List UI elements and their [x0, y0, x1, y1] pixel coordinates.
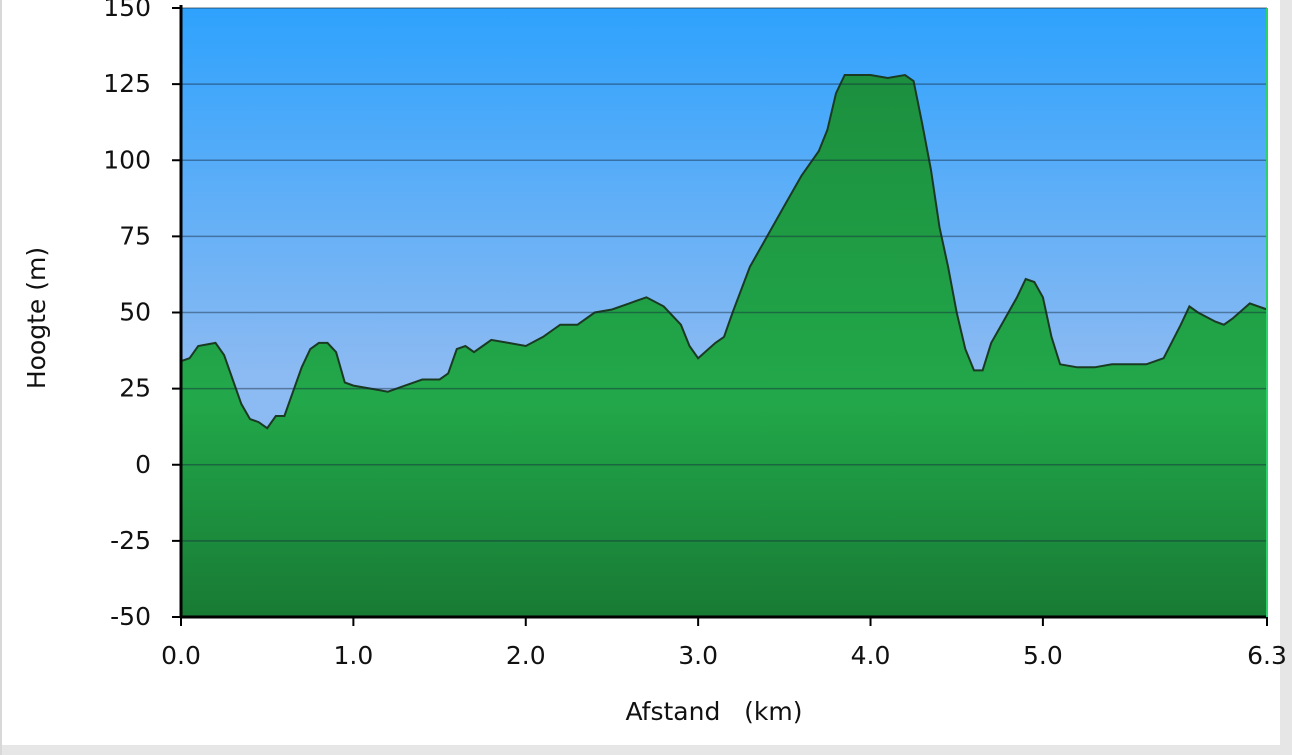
y-axis-label: Hoogte (m) [22, 247, 51, 389]
frame-bottom [0, 745, 1292, 755]
x-axis-label: Afstand (km) [625, 697, 802, 726]
x-tick-label: 2.0 [506, 641, 546, 670]
elevation-line [180, 73, 1268, 430]
y-tick-label: -50 [110, 602, 151, 631]
x-tick-label: 4.0 [851, 641, 891, 670]
x-tick-label: 0.0 [161, 641, 201, 670]
x-tick-label: 3.0 [678, 641, 718, 670]
y-tick-label: 50 [119, 298, 151, 327]
frame-left [0, 0, 2, 755]
y-tick-label: -25 [110, 526, 151, 555]
x-tick-label: 5.0 [1023, 641, 1063, 670]
y-tick-label: 0 [135, 450, 151, 479]
x-tick-label: 6.3 [1247, 641, 1287, 670]
y-tick-label: 150 [103, 0, 151, 22]
x-tick-label: 1.0 [333, 641, 373, 670]
y-tick-label: 25 [119, 374, 151, 403]
elevation-area [181, 75, 1267, 617]
frame-right [1280, 0, 1292, 755]
y-tick-label: 125 [103, 69, 151, 98]
y-tick-label: 75 [119, 221, 151, 250]
y-tick-label: 100 [103, 145, 151, 174]
